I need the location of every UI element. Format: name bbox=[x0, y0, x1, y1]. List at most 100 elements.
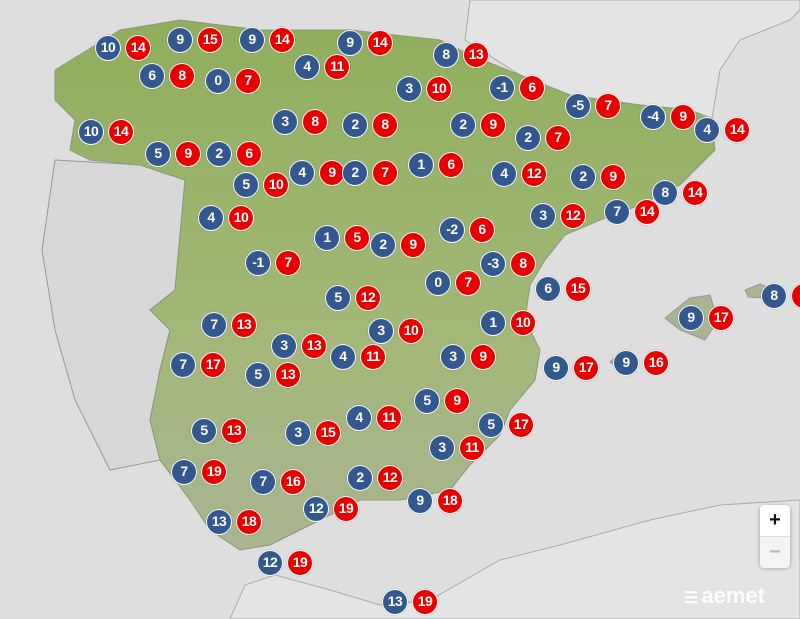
max-temp-badge[interactable]: 14 bbox=[125, 35, 151, 61]
max-temp-badge[interactable]: 7 bbox=[595, 93, 621, 119]
min-temp-badge[interactable]: -5 bbox=[565, 93, 591, 119]
min-temp-badge[interactable]: 9 bbox=[678, 305, 704, 331]
min-temp-badge[interactable]: 9 bbox=[407, 488, 433, 514]
min-temp-badge[interactable]: 4 bbox=[294, 54, 320, 80]
max-temp-badge[interactable]: 18 bbox=[236, 509, 262, 535]
max-temp-badge[interactable]: 8 bbox=[510, 251, 536, 277]
max-temp-badge[interactable]: 8 bbox=[169, 63, 195, 89]
max-temp-badge[interactable]: 15 bbox=[197, 27, 223, 53]
max-temp-badge[interactable]: 12 bbox=[355, 285, 381, 311]
max-temp-badge[interactable]: 9 bbox=[400, 232, 426, 258]
max-temp-badge[interactable]: 19 bbox=[201, 459, 227, 485]
min-temp-badge[interactable]: 3 bbox=[271, 333, 297, 359]
max-temp-badge[interactable]: 14 bbox=[269, 27, 295, 53]
max-temp-badge[interactable]: 10 bbox=[426, 76, 452, 102]
min-temp-badge[interactable]: 10 bbox=[78, 119, 104, 145]
min-temp-badge[interactable]: 2 bbox=[515, 125, 541, 151]
max-temp-badge[interactable]: 12 bbox=[521, 161, 547, 187]
max-temp-badge[interactable]: 17 bbox=[200, 352, 226, 378]
max-temp-badge[interactable]: 9 bbox=[480, 112, 506, 138]
max-temp-badge[interactable]: 9 bbox=[319, 160, 345, 186]
max-temp-badge[interactable]: 14 bbox=[367, 30, 393, 56]
min-temp-badge[interactable]: 1 bbox=[408, 152, 434, 178]
min-temp-badge[interactable]: 7 bbox=[250, 469, 276, 495]
max-temp-badge[interactable]: 6 bbox=[519, 75, 545, 101]
min-temp-badge[interactable]: 4 bbox=[198, 205, 224, 231]
min-temp-badge[interactable]: 9 bbox=[167, 27, 193, 53]
max-temp-badge[interactable]: 16 bbox=[280, 469, 306, 495]
min-temp-badge[interactable]: 0 bbox=[205, 68, 231, 94]
min-temp-badge[interactable]: 3 bbox=[272, 109, 298, 135]
max-temp-badge[interactable]: 10 bbox=[510, 310, 536, 336]
max-temp-badge[interactable]: 17 bbox=[573, 355, 599, 381]
min-temp-badge[interactable]: 4 bbox=[346, 405, 372, 431]
min-temp-badge[interactable]: 7 bbox=[171, 459, 197, 485]
max-temp-badge[interactable]: 11 bbox=[360, 344, 386, 370]
max-temp-badge[interactable]: 5 bbox=[344, 225, 370, 251]
max-temp-badge[interactable]: 12 bbox=[377, 465, 403, 491]
max-temp-badge[interactable]: 8 bbox=[372, 112, 398, 138]
max-temp-badge[interactable]: 13 bbox=[463, 42, 489, 68]
min-temp-badge[interactable]: 2 bbox=[342, 112, 368, 138]
zoom-in-button[interactable]: + bbox=[760, 505, 790, 537]
min-temp-badge[interactable]: -2 bbox=[439, 217, 465, 243]
min-temp-badge[interactable]: 10 bbox=[95, 35, 121, 61]
min-temp-badge[interactable]: 0 bbox=[425, 270, 451, 296]
max-temp-badge[interactable]: 11 bbox=[324, 54, 350, 80]
min-temp-badge[interactable]: 13 bbox=[382, 589, 408, 615]
max-temp-badge[interactable]: 10 bbox=[228, 205, 254, 231]
max-temp-badge[interactable]: 7 bbox=[235, 68, 261, 94]
min-temp-badge[interactable]: 2 bbox=[347, 465, 373, 491]
min-temp-badge[interactable]: -1 bbox=[245, 250, 271, 276]
min-temp-badge[interactable]: 8 bbox=[433, 42, 459, 68]
max-temp-badge[interactable]: 13 bbox=[301, 333, 327, 359]
min-temp-badge[interactable]: 2 bbox=[206, 141, 232, 167]
max-temp-badge[interactable]: 13 bbox=[221, 418, 247, 444]
min-temp-badge[interactable]: 5 bbox=[325, 285, 351, 311]
max-temp-badge[interactable]: 8 bbox=[302, 109, 328, 135]
min-temp-badge[interactable]: 12 bbox=[303, 496, 329, 522]
max-temp-badge[interactable]: 6 bbox=[236, 141, 262, 167]
max-temp-badge[interactable]: 7 bbox=[545, 125, 571, 151]
max-temp-badge[interactable]: 9 bbox=[670, 104, 696, 130]
max-temp-badge[interactable]: 13 bbox=[275, 362, 301, 388]
min-temp-badge[interactable]: 6 bbox=[535, 276, 561, 302]
max-temp-badge[interactable]: 19 bbox=[287, 550, 313, 576]
min-temp-badge[interactable]: 7 bbox=[604, 199, 630, 225]
min-temp-badge[interactable]: 12 bbox=[257, 550, 283, 576]
max-temp-badge[interactable]: 16 bbox=[643, 350, 669, 376]
max-temp-badge[interactable]: 14 bbox=[682, 180, 708, 206]
min-temp-badge[interactable]: 5 bbox=[233, 172, 259, 198]
min-temp-badge[interactable]: -4 bbox=[640, 104, 666, 130]
min-temp-badge[interactable]: 3 bbox=[530, 203, 556, 229]
max-temp-badge[interactable]: 17 bbox=[708, 305, 734, 331]
min-temp-badge[interactable]: 5 bbox=[191, 418, 217, 444]
max-temp-badge[interactable]: 14 bbox=[108, 119, 134, 145]
max-temp-badge[interactable]: 10 bbox=[398, 318, 424, 344]
min-temp-badge[interactable]: 2 bbox=[370, 232, 396, 258]
min-temp-badge[interactable]: 2 bbox=[342, 160, 368, 186]
min-temp-badge[interactable]: 2 bbox=[450, 112, 476, 138]
max-temp-badge[interactable]: 14 bbox=[634, 199, 660, 225]
min-temp-badge[interactable]: 5 bbox=[245, 362, 271, 388]
max-temp-badge[interactable]: 15 bbox=[315, 420, 341, 446]
min-temp-badge[interactable]: 5 bbox=[145, 141, 171, 167]
min-temp-badge[interactable]: 4 bbox=[289, 160, 315, 186]
max-temp-badge[interactable]: 18 bbox=[437, 488, 463, 514]
min-temp-badge[interactable]: 5 bbox=[414, 388, 440, 414]
min-temp-badge[interactable]: 3 bbox=[285, 420, 311, 446]
max-temp-badge[interactable]: 12 bbox=[560, 203, 586, 229]
max-temp-badge[interactable]: 6 bbox=[438, 152, 464, 178]
max-temp-badge[interactable]: 7 bbox=[455, 270, 481, 296]
min-temp-badge[interactable]: 2 bbox=[570, 164, 596, 190]
max-temp-badge[interactable]: 19 bbox=[412, 589, 438, 615]
min-temp-badge[interactable]: 9 bbox=[543, 355, 569, 381]
max-temp-badge[interactable]: 11 bbox=[376, 405, 402, 431]
min-temp-badge[interactable]: 3 bbox=[429, 435, 455, 461]
min-temp-badge[interactable]: 7 bbox=[170, 352, 196, 378]
zoom-out-button[interactable]: − bbox=[760, 537, 790, 568]
min-temp-badge[interactable]: -1 bbox=[489, 75, 515, 101]
max-temp-badge[interactable]: 9 bbox=[444, 388, 470, 414]
max-temp-badge[interactable]: 17 bbox=[508, 412, 534, 438]
max-temp-badge[interactable]: 9 bbox=[175, 141, 201, 167]
